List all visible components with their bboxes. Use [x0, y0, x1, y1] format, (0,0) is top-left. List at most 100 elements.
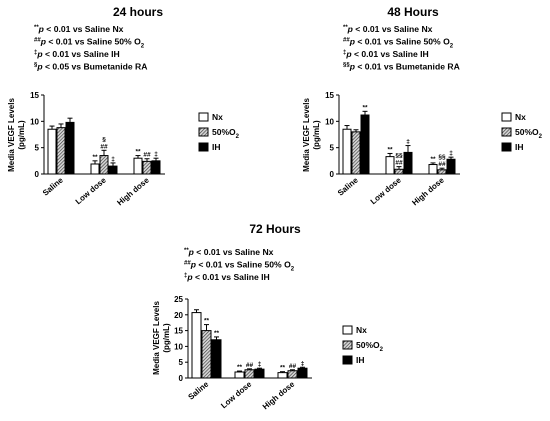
bar [254, 368, 265, 379]
bar [234, 371, 245, 379]
legend-swatch [198, 112, 209, 122]
category-label: Low dose [74, 175, 108, 206]
bar [342, 128, 352, 175]
legend-label: IH [212, 142, 221, 152]
bar [65, 121, 75, 175]
y-tick-label: 5 [35, 144, 40, 153]
bar [244, 369, 255, 379]
y-tick-label: 10 [325, 117, 334, 126]
y-tick-label: 15 [325, 91, 334, 100]
legend-swatch [501, 112, 512, 122]
category-label: Low dose [219, 379, 253, 410]
significance-marker: ** [204, 318, 210, 325]
legend-label: 50%O2 [356, 340, 384, 353]
bar [99, 155, 109, 175]
bar [351, 131, 361, 175]
category-label: Saline [336, 175, 360, 197]
bar [428, 164, 438, 175]
bar [437, 169, 447, 175]
legend-swatch [501, 142, 512, 152]
bar [47, 128, 57, 175]
legend-label: IH [356, 355, 365, 365]
y-tick-label: 25 [174, 295, 183, 304]
significance-marker: ** [387, 146, 393, 153]
y-tick-label: 10 [30, 117, 39, 126]
significance-marker: ** [280, 365, 286, 372]
significance-note: §§p < 0.01 vs Bumetanide RA [343, 62, 460, 72]
bar [133, 157, 143, 175]
legend-label: Nx [212, 112, 223, 122]
significance-marker: ## [438, 161, 446, 168]
bar [297, 367, 308, 379]
bar [56, 127, 66, 175]
significance-note: ##p < 0.01 vs Saline 50% O2 [34, 37, 145, 50]
chart-3: 72 Hours **p < 0.01 vs Saline Nx ##p < 0.0… [152, 222, 384, 411]
legend-label: Nx [356, 325, 367, 335]
y-tick-label: 20 [174, 311, 183, 320]
significance-note: **p < 0.01 vs Saline Nx [343, 24, 433, 34]
legend-swatch [198, 127, 209, 137]
y-axis-label: Media VEGF Levels(pg/mL) [152, 301, 171, 375]
significance-marker: §§ [395, 153, 403, 160]
y-tick-label: 0 [179, 374, 184, 383]
bar [142, 160, 152, 175]
chart-2: 48 Hours **p < 0.01 vs Saline Nx ##p < 0.0… [302, 5, 543, 207]
significance-marker: ** [362, 104, 368, 111]
y-tick-label: 15 [174, 327, 183, 336]
bar [211, 339, 222, 379]
category-label: Saline [41, 175, 65, 197]
significance-note: **p < 0.01 vs Saline Nx [184, 247, 274, 257]
chart-title: 48 Hours [387, 5, 439, 19]
significance-marker: ‡ [154, 151, 158, 158]
y-tick-label: 10 [174, 342, 183, 351]
legend-label: IH [515, 142, 524, 152]
bar [403, 151, 413, 175]
significance-marker: ## [289, 363, 297, 370]
bar [385, 156, 395, 175]
significance-marker: ## [100, 143, 108, 150]
category-label: High dose [410, 175, 446, 207]
legend-swatch [342, 355, 353, 365]
significance-note: ##p < 0.01 vs Saline 50% O2 [343, 37, 454, 50]
significance-marker: ** [237, 364, 243, 371]
bar [90, 163, 100, 175]
significance-marker: ## [246, 362, 254, 369]
chart-title: 24 hours [113, 5, 163, 19]
bar [108, 165, 118, 175]
bar [151, 160, 161, 175]
significance-marker: ‡ [111, 156, 115, 163]
legend-swatch [342, 325, 353, 335]
significance-marker: ## [395, 160, 403, 167]
bar [360, 114, 370, 175]
chart-1: 24 hours **p < 0.01 vs Saline Nx ##p < 0.0… [7, 5, 240, 207]
significance-marker: §§ [438, 154, 446, 161]
bar [201, 330, 212, 379]
category-label: Low dose [369, 175, 403, 206]
significance-marker: § [102, 136, 106, 143]
significance-note: **p < 0.01 vs Saline Nx [34, 24, 124, 34]
significance-marker: ‡ [406, 139, 410, 146]
bar [277, 372, 288, 379]
bar [287, 370, 298, 379]
y-tick-label: 0 [330, 170, 335, 179]
significance-marker: ** [92, 154, 98, 161]
y-axis-label: Media VEGF Levels(pg/mL) [302, 98, 321, 172]
y-axis-label: Media VEGF Levels(pg/mL) [7, 98, 26, 172]
legend-label: Nx [515, 112, 526, 122]
chart-title: 72 Hours [249, 222, 301, 236]
legend-swatch [198, 142, 209, 152]
y-tick-label: 5 [330, 144, 335, 153]
significance-marker: ** [135, 149, 141, 156]
significance-marker: ## [143, 152, 151, 159]
bar [446, 158, 456, 175]
legend-swatch [342, 340, 353, 350]
legend-swatch [501, 127, 512, 137]
significance-note: ‡p < 0.01 vs Saline IH [34, 49, 120, 59]
significance-marker: ‡ [258, 361, 262, 368]
significance-marker: ** [214, 330, 220, 337]
category-label: Saline [186, 379, 210, 401]
legend-label: 50%O2 [212, 127, 240, 140]
significance-note: ##p < 0.01 vs Saline 50% O2 [184, 260, 295, 273]
significance-note: ‡p < 0.01 vs Saline IH [184, 272, 270, 282]
bar [394, 168, 404, 175]
